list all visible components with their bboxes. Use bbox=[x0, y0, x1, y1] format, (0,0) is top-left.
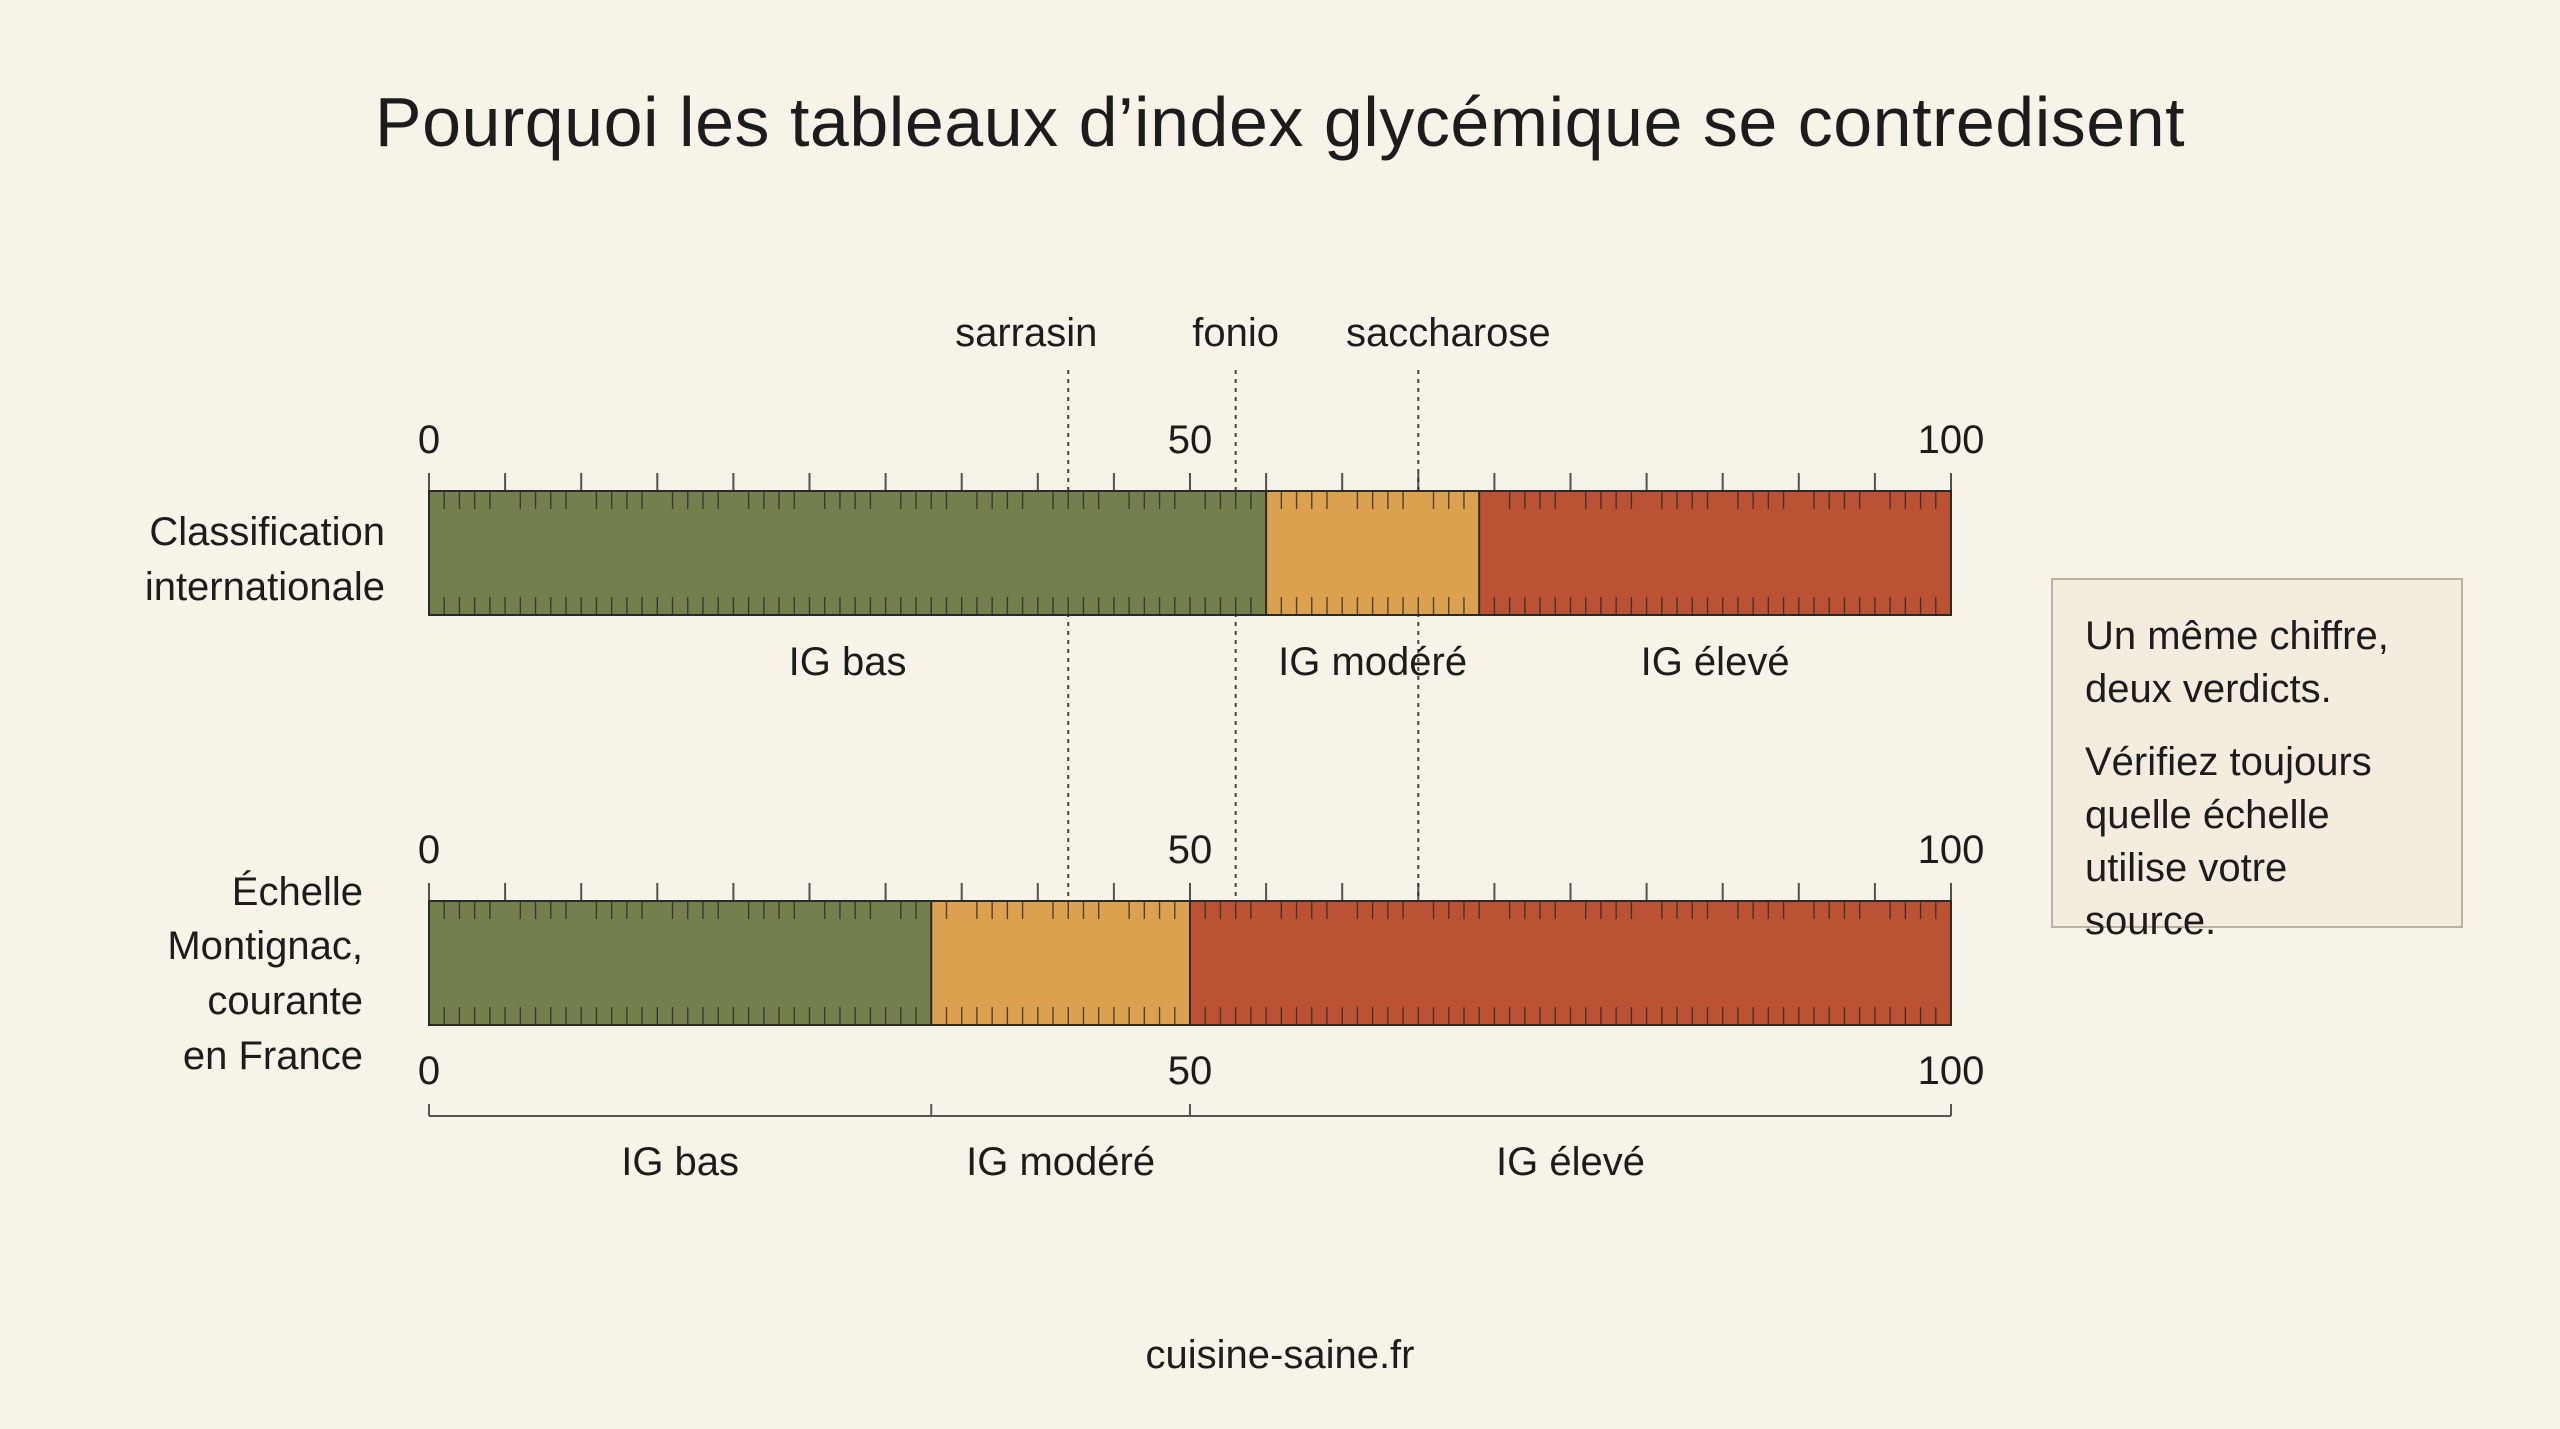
tick-label: 50 bbox=[1168, 828, 1213, 872]
zone-bar-1 bbox=[429, 901, 932, 1025]
zone-bar-2 bbox=[1266, 491, 1480, 615]
tick-label: 100 bbox=[1918, 828, 1985, 872]
marker-labels: sarrasin fonio saccharose bbox=[955, 311, 1550, 355]
bottom-axis: 0 50 100 IG bas IG modéré IG élevé bbox=[418, 1049, 1985, 1184]
zone-label: IG bas bbox=[789, 640, 907, 684]
zone-bar-3 bbox=[1190, 901, 1951, 1025]
zone-label: IG élevé bbox=[1496, 1140, 1645, 1184]
scale-label-line: Échelle bbox=[232, 869, 363, 914]
tick-label: 0 bbox=[418, 418, 440, 462]
zone-bar-1 bbox=[429, 491, 1267, 615]
scale-label-line: internationale bbox=[145, 565, 385, 609]
scale-label-line: courante bbox=[207, 979, 363, 1023]
note-line-2: Vérifiez toujours quelle échelle utilise… bbox=[2085, 740, 2372, 943]
zone-label: IG élevé bbox=[1641, 640, 1790, 684]
zone-label: IG modéré bbox=[966, 1140, 1155, 1184]
tick-label: 100 bbox=[1918, 418, 1985, 462]
page-title: Pourquoi les tableaux d’index glycémique… bbox=[374, 83, 2186, 161]
scale-1: Classification internationale 0 50 100 IG bas… bbox=[145, 418, 1985, 684]
note-line-1: Un même chiffre, deux verdicts. bbox=[2085, 614, 2389, 711]
scale-label-line: Montignac, bbox=[167, 924, 363, 968]
footer-source: cuisine-saine.fr bbox=[1145, 1333, 1415, 1377]
bottom-tick-label: 0 bbox=[418, 1049, 440, 1093]
note-box: Un même chiffre, deux verdicts. Vérifiez… bbox=[2051, 578, 2463, 943]
zone-bar-2 bbox=[931, 901, 1190, 1025]
scale-2: Échelle Montignac, courante en France 0 50 100 bbox=[167, 828, 1984, 1078]
bottom-tick-label: 100 bbox=[1918, 1049, 1985, 1093]
bottom-tick-label: 50 bbox=[1168, 1049, 1213, 1093]
tick-label: 0 bbox=[418, 828, 440, 872]
tick-label: 50 bbox=[1168, 418, 1213, 462]
zone-label: IG modéré bbox=[1278, 640, 1467, 684]
zone-bar-3 bbox=[1479, 491, 1951, 615]
marker-label: saccharose bbox=[1346, 311, 1551, 355]
scale-label-line: Classification bbox=[149, 510, 385, 554]
scale-label-line: en France bbox=[183, 1034, 363, 1078]
zone-label: IG bas bbox=[621, 1140, 739, 1184]
marker-label: sarrasin bbox=[955, 311, 1097, 355]
marker-label: fonio bbox=[1192, 311, 1279, 355]
scales: Classification internationale 0 50 100 IG bas… bbox=[145, 418, 1985, 1078]
